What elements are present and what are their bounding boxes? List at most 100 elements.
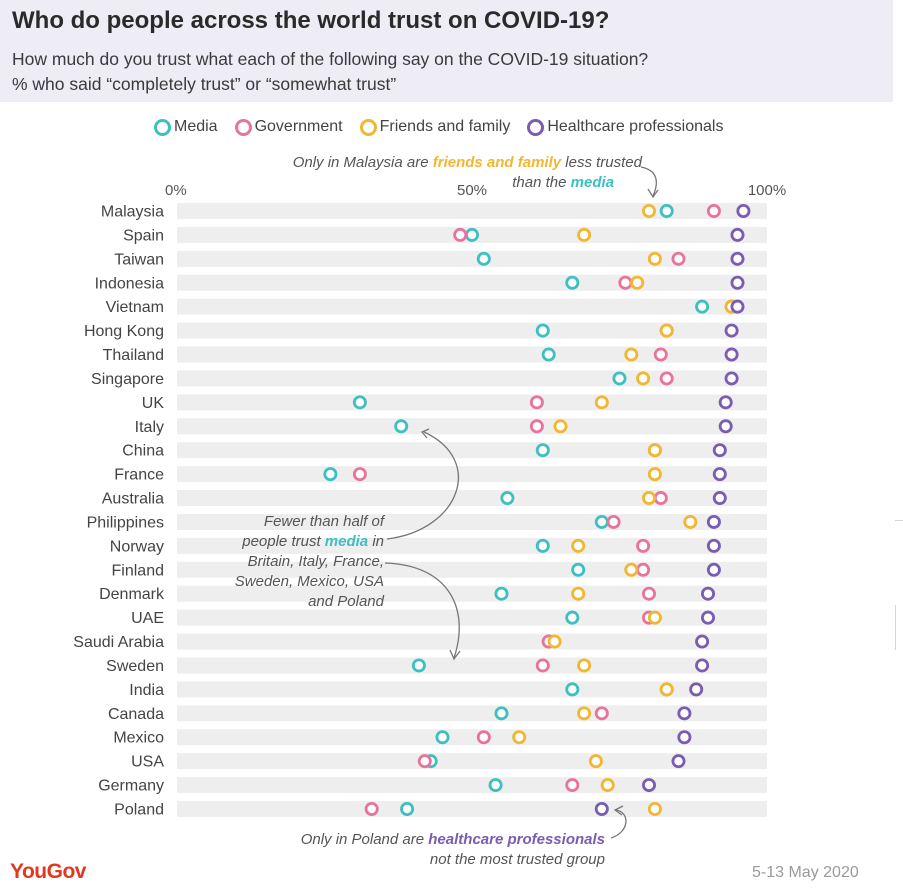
row-band-philippines (177, 513, 767, 530)
row-band-uk (177, 394, 767, 411)
row-band-italy (177, 418, 767, 435)
healthcare-highlight: healthcare professionals (428, 831, 605, 848)
dot-friends-and-family-finland (624, 562, 639, 577)
dot-government-thailand (653, 347, 668, 362)
row-band-vietnam (177, 298, 767, 315)
row-label-china: China (122, 443, 164, 460)
row-band-sweden (177, 657, 767, 674)
media-annotation-line-4: Sweden, Mexico, USA (234, 573, 384, 590)
dot-media-india (565, 682, 580, 697)
dot-government-singapore (659, 371, 674, 386)
row-label-france: France (114, 467, 164, 484)
dot-media-thailand (541, 347, 556, 362)
dot-healthcare-professionals-china (712, 443, 727, 458)
dot-government-taiwan (671, 251, 686, 266)
dot-friends-and-family-indonesia (630, 275, 645, 290)
dot-healthcare-professionals-uae (701, 610, 716, 625)
edge-rule-upper (895, 520, 903, 521)
legend-item-media: Media (154, 118, 218, 136)
dot-government-australia (653, 491, 668, 506)
dot-friends-and-family-saudi-arabia (547, 634, 562, 649)
dot-healthcare-professionals-denmark (701, 586, 716, 601)
dot-government-finland (636, 562, 651, 577)
subtitle-line-1: How much do you trust what each of the f… (12, 49, 649, 69)
legend-item-friends-family: Friends and family (359, 118, 510, 136)
dot-media-australia (500, 491, 515, 506)
dot-government-denmark (642, 586, 657, 601)
row-band-usa (177, 753, 767, 770)
row-band-thailand (177, 346, 767, 363)
row-label-sweden: Sweden (106, 658, 164, 675)
media-annotation-arrowhead-up (420, 428, 430, 439)
row-band-saudi-arabia (177, 633, 767, 650)
dot-friends-and-family-taiwan (647, 251, 662, 266)
dot-media-singapore (612, 371, 627, 386)
row-band-canada (177, 705, 767, 722)
edge-rule-lower (895, 605, 896, 650)
dot-healthcare-professionals-spain (730, 227, 745, 242)
dot-friends-and-family-canada (577, 706, 592, 721)
media-annotation-arrow-up (386, 431, 460, 540)
dot-healthcare-professionals-thailand (724, 347, 739, 362)
dot-friends-and-family-china (647, 443, 662, 458)
dot-friends-and-family-philippines (683, 514, 698, 529)
dot-media-mexico (435, 730, 450, 745)
dot-healthcare-professionals-india (689, 682, 704, 697)
row-band-singapore (177, 370, 767, 387)
row-label-spain: Spain (123, 227, 164, 244)
dot-friends-and-family-france (647, 467, 662, 482)
dot-healthcare-professionals-sweden (695, 658, 710, 673)
row-band-taiwan (177, 250, 767, 267)
row-label-poland: Poland (114, 802, 164, 819)
row-label-germany: Germany (98, 778, 164, 795)
row-label-australia: Australia (102, 491, 164, 508)
dot-media-finland (571, 562, 586, 577)
x-tick-label: 100% (748, 182, 786, 199)
row-label-saudi-arabia: Saudi Arabia (73, 634, 164, 651)
poland-annotation-line-2: not the most trusted group (429, 851, 605, 868)
dot-friends-and-family-germany (600, 778, 615, 793)
dot-government-italy (529, 419, 544, 434)
row-band-denmark (177, 585, 767, 602)
dot-media-philippines (594, 514, 609, 529)
legend-item-government: Government (234, 118, 343, 136)
media-annotation-arrow-down (384, 562, 460, 659)
row-label-canada: Canada (108, 706, 164, 723)
row-label-thailand: Thailand (103, 347, 164, 364)
dot-media-uk (352, 395, 367, 410)
dot-media-vietnam (695, 299, 710, 314)
dot-healthcare-professionals-indonesia (730, 275, 745, 290)
dot-friends-and-family-india (659, 682, 674, 697)
dot-media-france (323, 467, 338, 482)
poland-annotation-arrow (610, 809, 627, 839)
dot-friends-and-family-sweden (577, 658, 592, 673)
dot-healthcare-professionals-norway (706, 538, 721, 553)
media-highlight: media (570, 174, 614, 191)
row-band-india (177, 681, 767, 698)
row-label-uk: UK (142, 395, 165, 412)
dot-healthcare-professionals-singapore (724, 371, 739, 386)
row-label-usa: USA (131, 754, 164, 771)
row-band-china (177, 442, 767, 459)
poland-annotation: Only in Poland are healthcare profession… (240, 830, 605, 870)
media-trust-annotation: Fewer than half of people trust media in… (196, 512, 384, 612)
legend-ring-healthcare (527, 118, 545, 136)
dot-media-spain (464, 227, 479, 242)
dot-government-canada (594, 706, 609, 721)
yougov-logo: YouGov (10, 860, 86, 883)
legend-ring-media (154, 118, 171, 136)
dot-government-malaysia (706, 203, 721, 218)
malaysia-annotation-line-2: than the media (512, 174, 614, 191)
malaysia-annotation: Only in Malaysia are friends and family … (246, 153, 642, 193)
row-band-poland (177, 801, 767, 817)
poland-annotation-arrowhead (613, 805, 624, 816)
dot-healthcare-professionals-mexico (677, 730, 692, 745)
dot-healthcare-professionals-uk (718, 395, 733, 410)
media-highlight-2: media (324, 533, 369, 550)
dot-healthcare-professionals-usa (671, 754, 686, 769)
chart-title: Who do people across the world trust on … (12, 7, 610, 34)
row-band-france (177, 466, 767, 483)
dot-government-sweden (535, 658, 550, 673)
media-annotation-line-1: Fewer than half of (263, 513, 384, 530)
malaysia-annotation-line-1: Only in Malaysia are friends and family … (292, 154, 642, 171)
